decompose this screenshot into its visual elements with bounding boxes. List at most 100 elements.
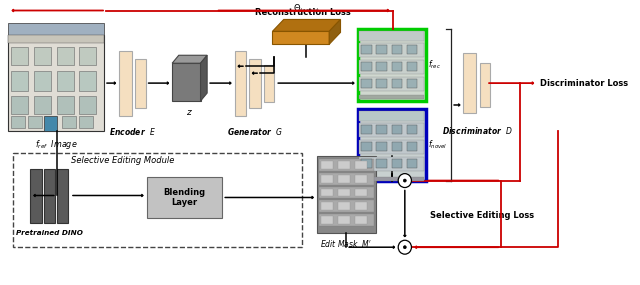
Text: Selective Editing Loss: Selective Editing Loss: [430, 211, 534, 220]
FancyBboxPatch shape: [355, 216, 367, 224]
FancyBboxPatch shape: [8, 35, 104, 43]
FancyBboxPatch shape: [321, 175, 333, 183]
FancyBboxPatch shape: [360, 95, 424, 99]
Circle shape: [403, 246, 406, 249]
FancyBboxPatch shape: [63, 116, 76, 128]
FancyBboxPatch shape: [406, 62, 417, 71]
Text: Pretrained DINO: Pretrained DINO: [16, 230, 83, 236]
FancyBboxPatch shape: [30, 169, 42, 223]
FancyBboxPatch shape: [376, 45, 387, 54]
FancyBboxPatch shape: [249, 59, 261, 108]
FancyBboxPatch shape: [8, 35, 104, 131]
FancyBboxPatch shape: [355, 175, 367, 183]
FancyBboxPatch shape: [362, 142, 372, 151]
FancyBboxPatch shape: [392, 45, 402, 54]
FancyBboxPatch shape: [79, 116, 93, 128]
FancyBboxPatch shape: [34, 96, 51, 114]
Text: Blending
Layer: Blending Layer: [163, 188, 205, 207]
Text: $\Theta_{target}$: $\Theta_{target}$: [293, 3, 320, 17]
FancyBboxPatch shape: [360, 31, 424, 41]
FancyBboxPatch shape: [362, 62, 372, 71]
Polygon shape: [273, 31, 329, 44]
FancyBboxPatch shape: [360, 111, 424, 121]
Text: Selective Editing Module: Selective Editing Module: [71, 156, 175, 165]
FancyBboxPatch shape: [57, 71, 74, 91]
Text: $f_{ref}$  Image: $f_{ref}$ Image: [35, 138, 77, 151]
FancyBboxPatch shape: [57, 169, 68, 223]
Polygon shape: [329, 19, 340, 44]
FancyBboxPatch shape: [406, 45, 417, 54]
FancyBboxPatch shape: [172, 63, 200, 101]
FancyBboxPatch shape: [338, 216, 350, 224]
FancyBboxPatch shape: [79, 47, 97, 65]
FancyBboxPatch shape: [44, 116, 57, 131]
Polygon shape: [273, 19, 340, 31]
FancyBboxPatch shape: [376, 142, 387, 151]
FancyBboxPatch shape: [338, 189, 350, 196]
FancyBboxPatch shape: [34, 71, 51, 91]
FancyBboxPatch shape: [376, 79, 387, 88]
FancyBboxPatch shape: [321, 202, 333, 210]
FancyBboxPatch shape: [479, 63, 490, 107]
FancyBboxPatch shape: [338, 161, 350, 169]
FancyBboxPatch shape: [235, 51, 246, 116]
FancyBboxPatch shape: [355, 202, 367, 210]
FancyBboxPatch shape: [355, 189, 367, 196]
FancyBboxPatch shape: [79, 71, 97, 91]
FancyBboxPatch shape: [392, 125, 402, 134]
FancyBboxPatch shape: [406, 125, 417, 134]
Polygon shape: [200, 55, 207, 101]
FancyBboxPatch shape: [319, 187, 374, 198]
FancyBboxPatch shape: [360, 140, 424, 154]
FancyBboxPatch shape: [463, 53, 476, 113]
FancyBboxPatch shape: [362, 45, 372, 54]
Circle shape: [398, 240, 412, 254]
FancyBboxPatch shape: [360, 177, 424, 181]
FancyBboxPatch shape: [147, 177, 222, 218]
FancyBboxPatch shape: [376, 125, 387, 134]
FancyBboxPatch shape: [12, 96, 28, 114]
Circle shape: [403, 179, 406, 182]
FancyBboxPatch shape: [376, 159, 387, 168]
FancyBboxPatch shape: [392, 79, 402, 88]
FancyBboxPatch shape: [12, 116, 24, 128]
FancyBboxPatch shape: [135, 59, 146, 108]
Polygon shape: [172, 55, 207, 63]
FancyBboxPatch shape: [358, 29, 426, 101]
FancyBboxPatch shape: [57, 96, 74, 114]
FancyBboxPatch shape: [338, 175, 350, 183]
FancyBboxPatch shape: [12, 71, 28, 91]
FancyBboxPatch shape: [57, 47, 74, 65]
Text: Encoder  $E$: Encoder $E$: [109, 126, 156, 137]
FancyBboxPatch shape: [376, 62, 387, 71]
FancyBboxPatch shape: [321, 161, 333, 169]
FancyBboxPatch shape: [319, 200, 374, 212]
FancyBboxPatch shape: [362, 159, 372, 168]
FancyBboxPatch shape: [360, 157, 424, 171]
FancyBboxPatch shape: [28, 116, 42, 128]
FancyBboxPatch shape: [360, 43, 424, 57]
FancyBboxPatch shape: [338, 202, 350, 210]
FancyBboxPatch shape: [360, 60, 424, 74]
Text: Discriminator  $D$: Discriminator $D$: [442, 125, 513, 136]
FancyBboxPatch shape: [362, 79, 372, 88]
FancyBboxPatch shape: [264, 65, 275, 102]
FancyBboxPatch shape: [79, 96, 97, 114]
Text: $f_{novel}$: $f_{novel}$: [428, 139, 448, 151]
Text: Discriminator Loss: Discriminator Loss: [540, 79, 628, 87]
FancyBboxPatch shape: [319, 173, 374, 185]
Text: $z$: $z$: [186, 108, 193, 117]
FancyBboxPatch shape: [319, 214, 374, 226]
FancyBboxPatch shape: [360, 123, 424, 137]
FancyBboxPatch shape: [12, 47, 28, 65]
FancyBboxPatch shape: [392, 62, 402, 71]
FancyBboxPatch shape: [406, 159, 417, 168]
FancyBboxPatch shape: [358, 109, 426, 181]
FancyBboxPatch shape: [321, 216, 333, 224]
FancyBboxPatch shape: [360, 77, 424, 91]
FancyBboxPatch shape: [317, 156, 376, 233]
Circle shape: [398, 174, 412, 188]
Text: Edit Mask  $M'$: Edit Mask $M'$: [320, 238, 372, 249]
FancyBboxPatch shape: [319, 159, 374, 171]
FancyBboxPatch shape: [34, 47, 51, 65]
